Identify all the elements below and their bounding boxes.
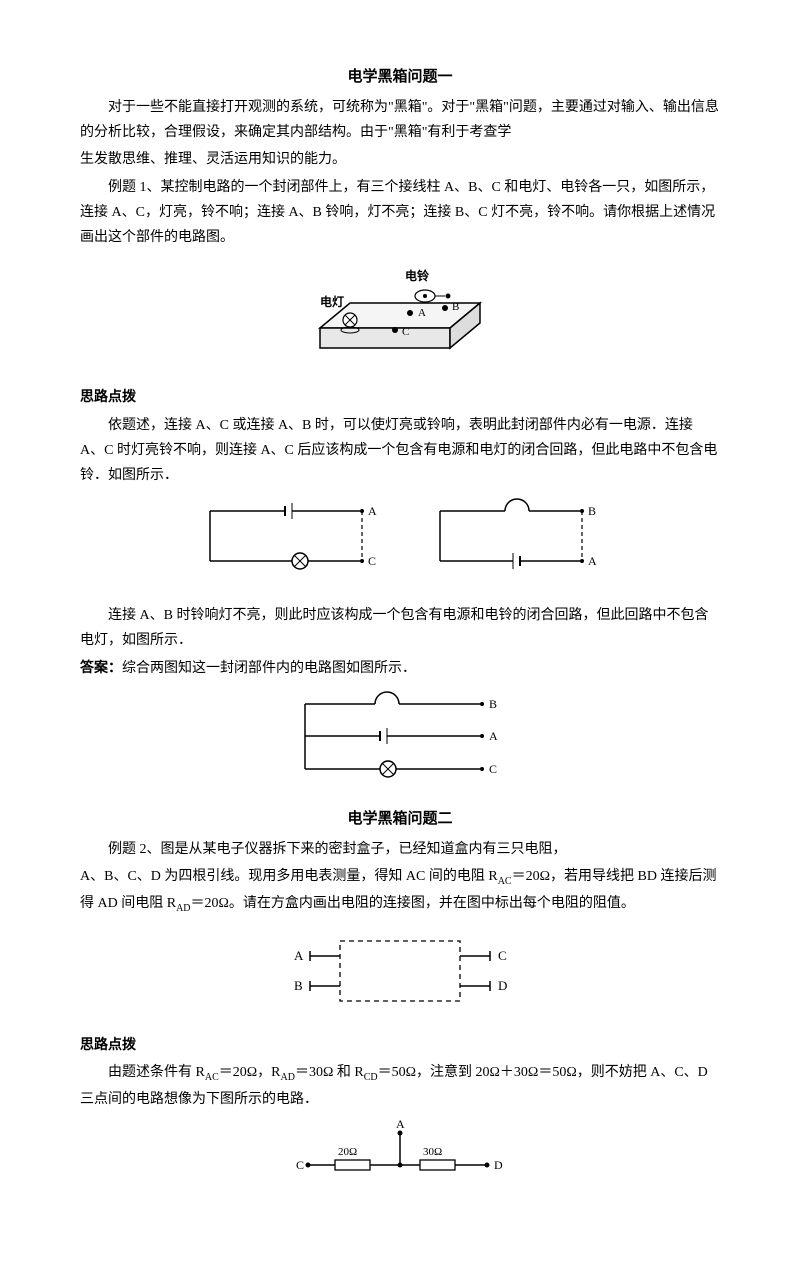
circuit-pair: A C B A — [80, 496, 720, 595]
intro-para-1: 对于一些不能直接打开观测的系统，可统称为"黑箱"。对于"黑箱"问题，主要通过对输… — [80, 95, 720, 145]
svg-text:A: A — [588, 554, 597, 568]
svg-text:A: A — [294, 948, 304, 963]
intro-para-2: 生发散思维、推理、灵活运用知识的能力。 — [80, 147, 720, 172]
svg-text:D: D — [498, 978, 507, 993]
r20-label: 20Ω — [338, 1146, 357, 1158]
combined-circuit: B A C — [80, 689, 720, 798]
r30-label: 30Ω — [423, 1146, 442, 1158]
terminal-b-label: B — [452, 301, 459, 313]
svg-text:D: D — [494, 1158, 503, 1172]
hint2-para: 连接 A、B 时铃响灯不亮，则此时应该构成一个包含有电源和电铃的闭合回路，但此回… — [80, 603, 720, 653]
hint1-para: 依题述，连接 A、C 或连接 A、B 时，可以使灯亮或铃响，表明此封闭部件内必有… — [80, 413, 720, 489]
lamp-label: 电灯 — [320, 294, 344, 309]
svg-text:A: A — [368, 504, 377, 518]
box-diagram: A B C 电灯 电铃 — [80, 258, 720, 377]
circuit-ac: A C — [210, 503, 377, 569]
sealed-box-diagram: A B C D — [80, 926, 720, 1025]
section2-title: 电学黑箱问题二 — [80, 806, 720, 833]
svg-text:B: B — [489, 697, 497, 711]
answer-label: 答案： — [80, 661, 122, 676]
svg-text:C: C — [296, 1158, 304, 1172]
bell-label: 电铃 — [405, 268, 430, 283]
terminal-a-label: A — [418, 307, 426, 319]
svg-text:B: B — [294, 978, 303, 993]
svg-text:A: A — [396, 1120, 405, 1131]
section1-title: 电学黑箱问题一 — [80, 64, 720, 91]
example2-line1: 例题 2、图是从某电子仪器拆下来的密封盒子，已经知道盒内有三只电阻， — [80, 837, 720, 862]
svg-text:A: A — [489, 729, 498, 743]
terminal-c-label: C — [402, 326, 409, 338]
svg-text:C: C — [368, 554, 376, 568]
example2-line2: A、B、C、D 为四根引线。现用多用电表测量，得知 AC 间的电阻 RAC＝20… — [80, 864, 720, 918]
svg-text:C: C — [489, 762, 497, 776]
answer-text: 综合两图知这一封闭部件内的电路图如图所示． — [122, 661, 416, 676]
example1-text: 例题 1、某控制电路的一个封闭部件上，有三个接线柱 A、B、C 和电灯、电铃各一… — [80, 175, 720, 251]
circuit-ab: B A — [440, 499, 597, 569]
svg-text:B: B — [588, 504, 596, 518]
hint2-section2: 由题述条件有 RAC＝20Ω，RAD＝30Ω 和 RCD＝50Ω，注意到 20Ω… — [80, 1060, 720, 1112]
svg-text:C: C — [498, 948, 507, 963]
hint-head-2: 思路点拨 — [80, 1033, 720, 1058]
hint-head-1: 思路点拨 — [80, 385, 720, 410]
acd-circuit: C 20Ω A 30Ω D — [80, 1120, 720, 1199]
answer-line: 答案：综合两图知这一封闭部件内的电路图如图所示． — [80, 656, 720, 681]
